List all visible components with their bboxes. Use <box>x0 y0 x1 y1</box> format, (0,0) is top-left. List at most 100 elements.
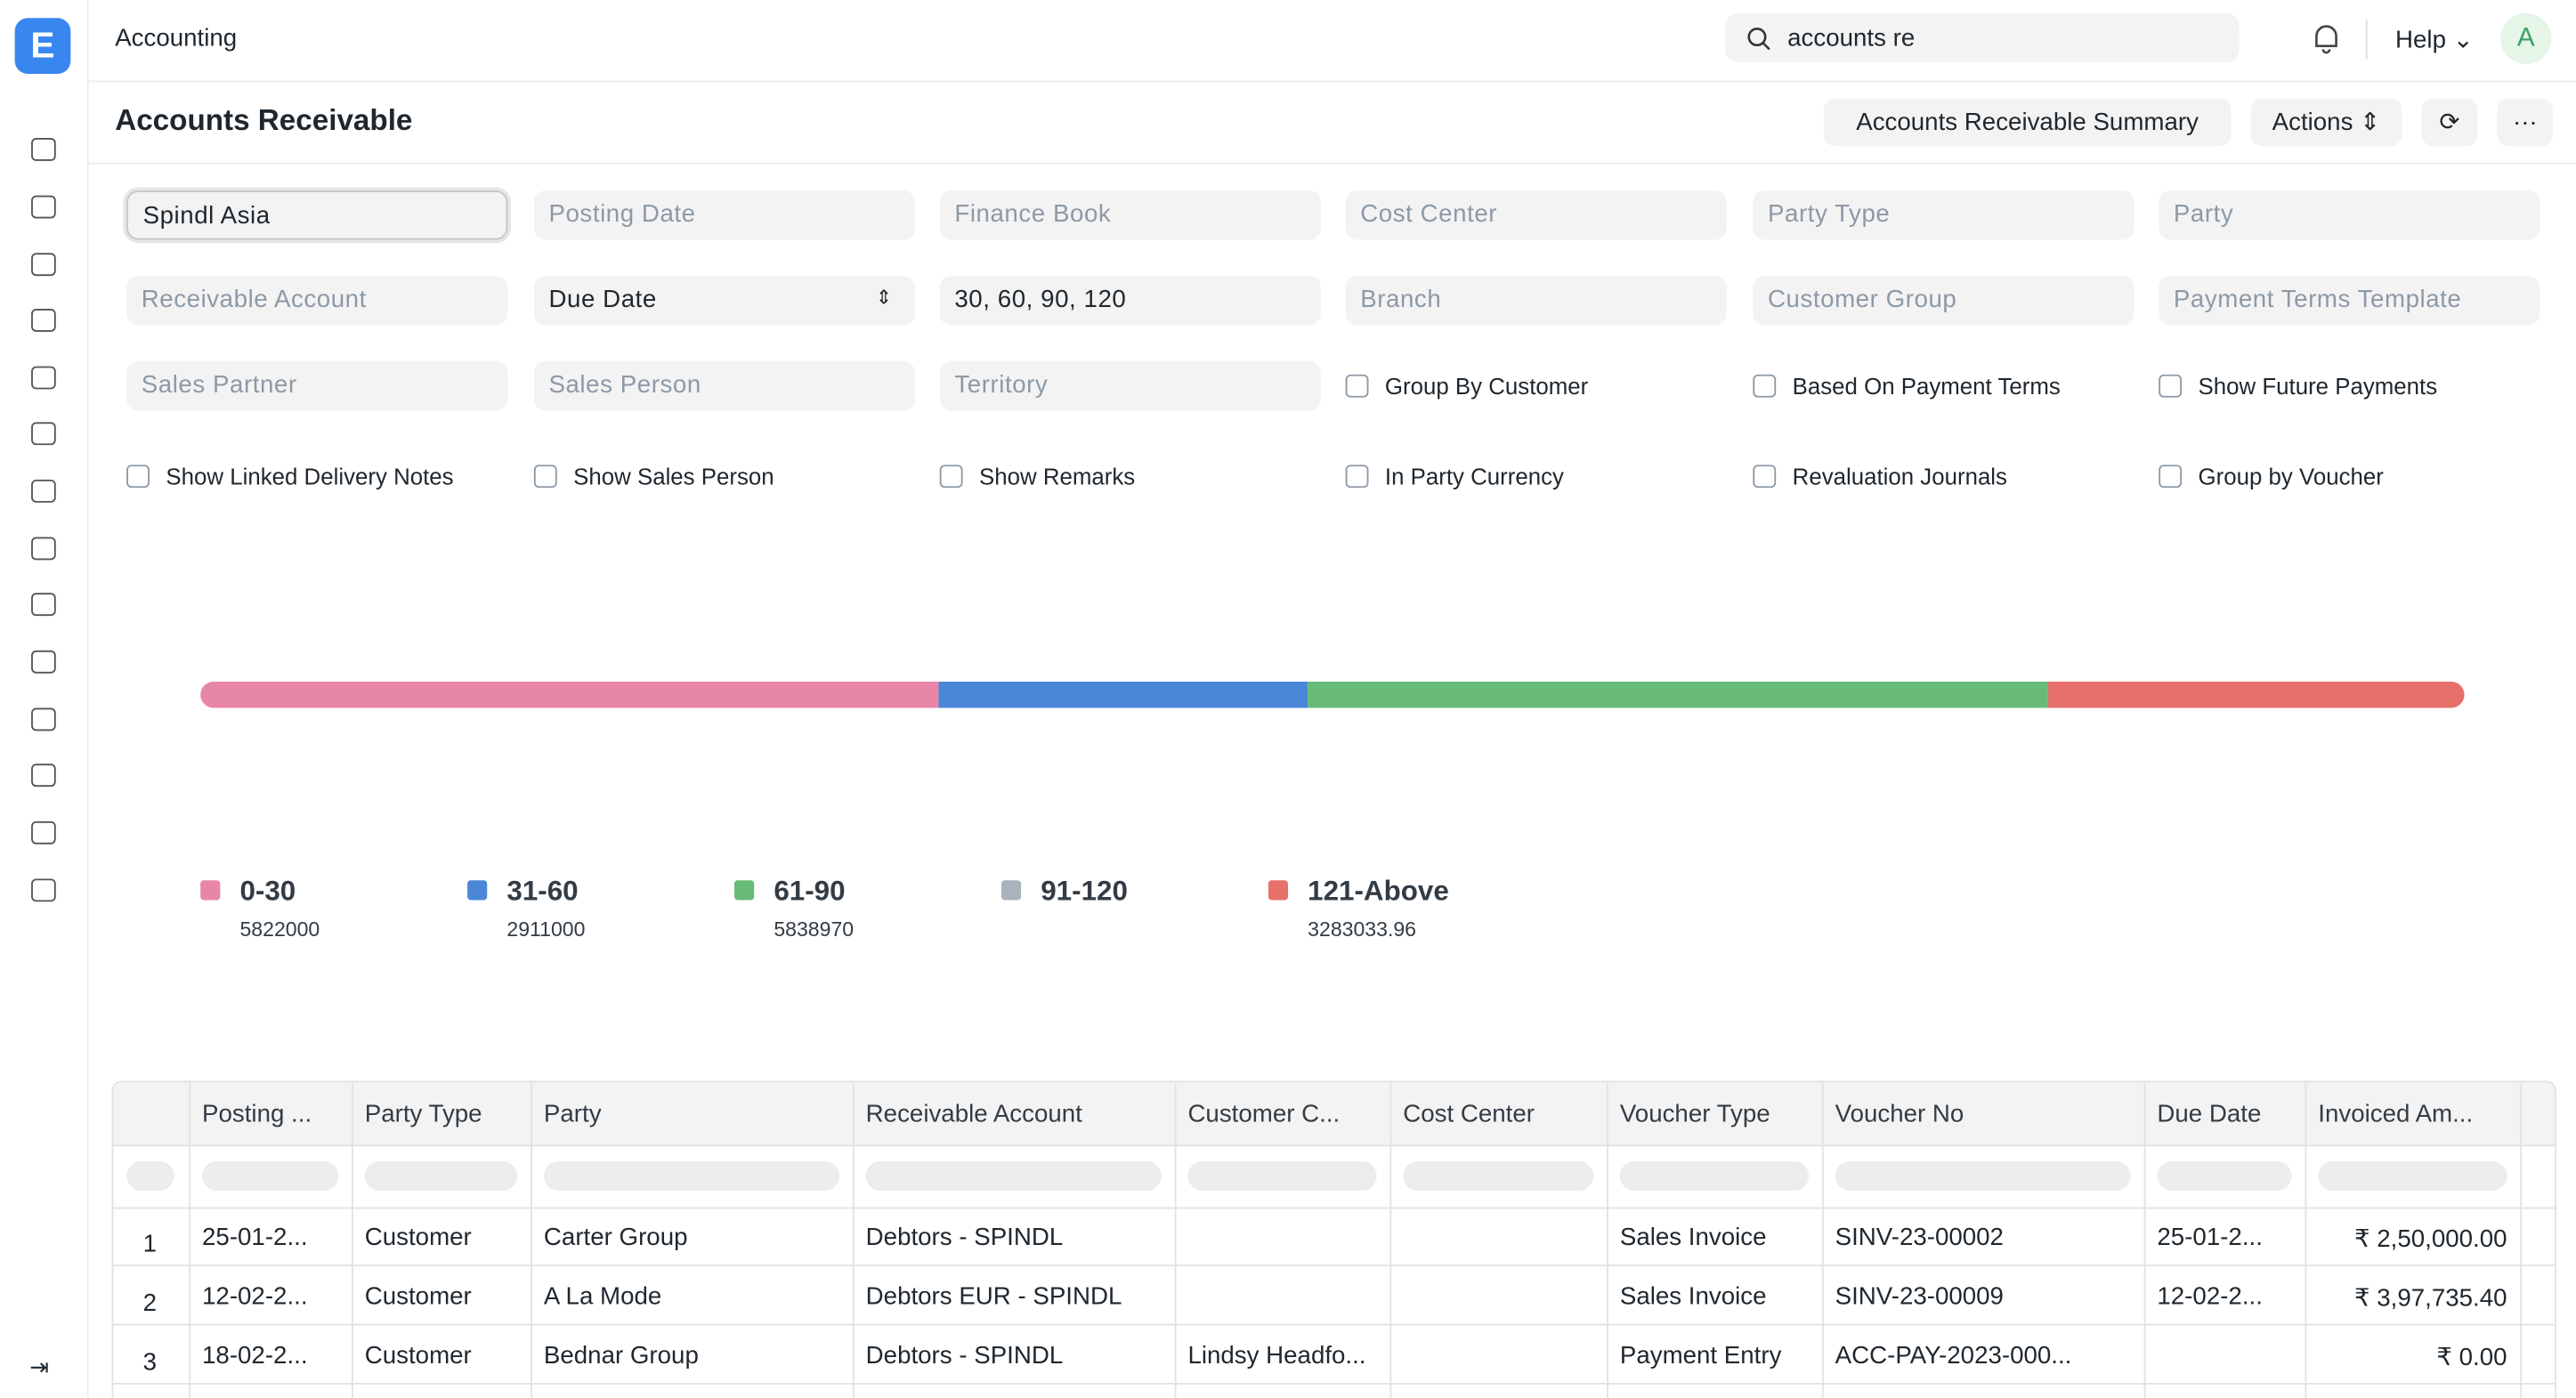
ageing-select[interactable]: Due Date <box>533 276 916 326</box>
checkbox[interactable] <box>939 465 963 489</box>
search-box[interactable]: accounts re <box>1724 12 2240 63</box>
filter-input[interactable]: Posting Date <box>533 190 916 240</box>
checkbox[interactable] <box>1345 374 1369 398</box>
column-header[interactable]: Party Type <box>364 1100 482 1128</box>
checkbox-filter[interactable]: Show Remarks <box>939 463 1135 489</box>
sidebar-icon[interactable] <box>31 764 56 788</box>
filter-input[interactable]: Finance Book <box>939 190 1321 240</box>
filter-input[interactable]: Branch <box>1345 276 1727 326</box>
column-header[interactable]: Receivable Account <box>865 1100 1082 1128</box>
page-title: Accounts Receivable <box>115 103 413 137</box>
column-header[interactable]: Cost Center <box>1403 1100 1535 1128</box>
checkbox-filter[interactable]: Show Future Payments <box>2159 373 2437 400</box>
filter-pill[interactable] <box>543 1160 840 1192</box>
sidebar-icon[interactable] <box>31 707 56 731</box>
sidebar-icon[interactable] <box>31 479 56 503</box>
sidebar-icon[interactable] <box>31 195 56 219</box>
sidebar-icon[interactable] <box>31 650 56 674</box>
collapse-icon[interactable]: ⇥ <box>29 1353 49 1380</box>
help-menu[interactable]: Help ⌄ <box>2395 26 2474 54</box>
more-button[interactable]: ··· <box>2497 98 2554 147</box>
column-header[interactable]: Voucher No <box>1835 1100 1964 1128</box>
checkbox-label: In Party Currency <box>1384 463 1564 490</box>
checkbox-filter[interactable]: Group By Customer <box>1345 373 1588 400</box>
column-header[interactable]: Party <box>543 1100 602 1128</box>
checkbox-label: Show Linked Delivery Notes <box>166 463 454 490</box>
column-header[interactable]: Voucher Type <box>1619 1100 1770 1128</box>
sidebar-icon[interactable] <box>31 138 56 161</box>
company-input[interactable]: Spindl Asia <box>126 190 508 240</box>
filter-input[interactable]: Cost Center <box>1345 190 1727 240</box>
filter-input[interactable]: Party <box>2159 190 2540 240</box>
table-cell: 12-02-2... <box>2157 1282 2263 1311</box>
table-cell: ₹ 2,50,000.00 <box>2353 1224 2507 1254</box>
filter-input[interactable]: Party Type <box>1753 190 2135 240</box>
filter-pill[interactable] <box>1619 1160 1810 1192</box>
filter-input[interactable]: Territory <box>939 361 1321 411</box>
range-input[interactable]: 30, 60, 90, 120 <box>939 276 1321 326</box>
legend-label: 31-60 <box>506 875 578 906</box>
sidebar-icon[interactable] <box>31 308 56 332</box>
column-border <box>1389 1082 1392 1398</box>
checkbox-filter[interactable]: Show Linked Delivery Notes <box>126 463 454 490</box>
checkbox[interactable] <box>126 465 150 489</box>
checkbox[interactable] <box>1345 465 1369 489</box>
filter-pill[interactable] <box>1835 1160 2131 1192</box>
filter-input[interactable]: Sales Partner <box>126 361 508 411</box>
sidebar-icon[interactable] <box>31 593 56 617</box>
legend-value: 5822000 <box>239 917 320 941</box>
column-header[interactable]: Posting ... <box>202 1100 312 1128</box>
filter-pill[interactable] <box>2157 1160 2292 1192</box>
breadcrumb[interactable]: Accounting <box>115 24 238 53</box>
filter-pill[interactable] <box>364 1160 518 1192</box>
filter-pill[interactable] <box>1187 1160 1377 1192</box>
row-border <box>113 1265 2556 1267</box>
legend-label: 121-Above <box>1308 875 1449 906</box>
sidebar-icon[interactable] <box>31 537 56 561</box>
sidebar-icon[interactable] <box>31 253 56 277</box>
table-cell: Carter Group <box>543 1224 688 1252</box>
checkbox-filter[interactable]: Show Sales Person <box>533 463 774 489</box>
column-border <box>2143 1082 2146 1398</box>
table-cell: Payment Entry <box>1619 1341 1782 1370</box>
table-cell: Customer <box>364 1341 472 1370</box>
checkbox[interactable] <box>1753 465 1777 489</box>
select-caret: ⇕ <box>875 286 893 309</box>
column-header[interactable]: Due Date <box>2157 1100 2262 1128</box>
logo[interactable]: E <box>14 18 71 75</box>
legend-swatch <box>200 880 221 901</box>
filter-input[interactable]: Receivable Account <box>126 276 508 326</box>
filter-input[interactable]: Sales Person <box>533 361 916 411</box>
checkbox[interactable] <box>2159 374 2183 398</box>
notification-icon[interactable] <box>2312 23 2341 54</box>
search-icon <box>1747 28 1770 51</box>
checkbox-filter[interactable]: Based On Payment Terms <box>1753 373 2061 400</box>
summary-button[interactable]: Accounts Receivable Summary <box>1823 98 2232 147</box>
checkbox[interactable] <box>2159 465 2183 489</box>
checkbox-label: Group by Voucher <box>2198 463 2384 490</box>
refresh-button[interactable]: ⟳ <box>2421 98 2478 147</box>
checkbox-filter[interactable]: In Party Currency <box>1345 463 1564 490</box>
filter-pill <box>126 1160 174 1192</box>
filter-pill[interactable] <box>2318 1160 2507 1192</box>
filter-pill[interactable] <box>202 1160 339 1192</box>
sidebar-icon[interactable] <box>31 878 56 902</box>
row-border <box>113 1383 2556 1385</box>
checkbox-filter[interactable]: Group by Voucher <box>2159 463 2384 489</box>
actions-button[interactable]: Actions ⇕ <box>2250 98 2402 147</box>
filter-pill[interactable] <box>865 1160 1162 1192</box>
divider <box>2365 20 2368 60</box>
chart: 0-30 5822000 31-60 2911000 61-90 5838970 91-12… <box>200 681 2465 941</box>
filter-input[interactable]: Customer Group <box>1753 276 2135 326</box>
sidebar-icon[interactable] <box>31 422 56 446</box>
filter-input[interactable]: Payment Terms Template <box>2159 276 2540 326</box>
filter-pill[interactable] <box>1403 1160 1594 1192</box>
checkbox[interactable] <box>533 465 557 489</box>
sidebar-icon[interactable] <box>31 366 56 390</box>
avatar[interactable]: A <box>2500 12 2552 64</box>
column-header[interactable]: Invoiced Am... <box>2318 1100 2474 1128</box>
checkbox-filter[interactable]: Revaluation Journals <box>1753 463 2007 489</box>
checkbox[interactable] <box>1753 374 1777 398</box>
column-header[interactable]: Customer C... <box>1187 1100 1341 1128</box>
sidebar-icon[interactable] <box>31 820 56 844</box>
